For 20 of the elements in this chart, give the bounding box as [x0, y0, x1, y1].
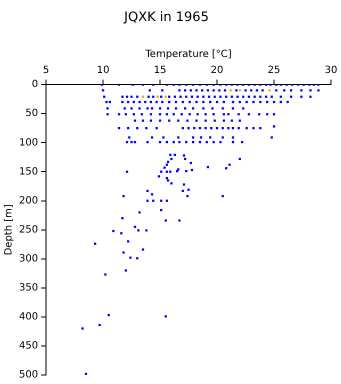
y-tick-label: 50 — [25, 108, 38, 120]
x-tick-label: 30 — [324, 65, 338, 76]
y-tick-label: 200 — [18, 195, 38, 206]
x-tick-label: 15 — [154, 65, 166, 76]
x-axis-title: Temperature [°C] — [144, 49, 232, 60]
y-tick-label: 150 — [18, 166, 38, 178]
x-tick-label: 5 — [42, 65, 50, 76]
y-tick-label: 400 — [18, 312, 38, 323]
chart-title: JQXK in 1965 — [123, 10, 209, 26]
y-axis-title: Depth [m] — [4, 204, 15, 256]
y-tick-label: 500 — [18, 370, 38, 381]
y-tick-label: 300 — [18, 253, 38, 264]
y-tick-label: 0 — [32, 79, 38, 90]
y-tick-label: 450 — [18, 340, 38, 352]
x-tick-label: 25 — [268, 65, 280, 76]
y-tick-label: 250 — [18, 224, 38, 236]
x-tick-label: 10 — [96, 65, 110, 76]
y-tick-label: 350 — [18, 282, 38, 294]
x-tick-label: 20 — [210, 65, 224, 76]
y-tick-label: 100 — [18, 137, 38, 148]
